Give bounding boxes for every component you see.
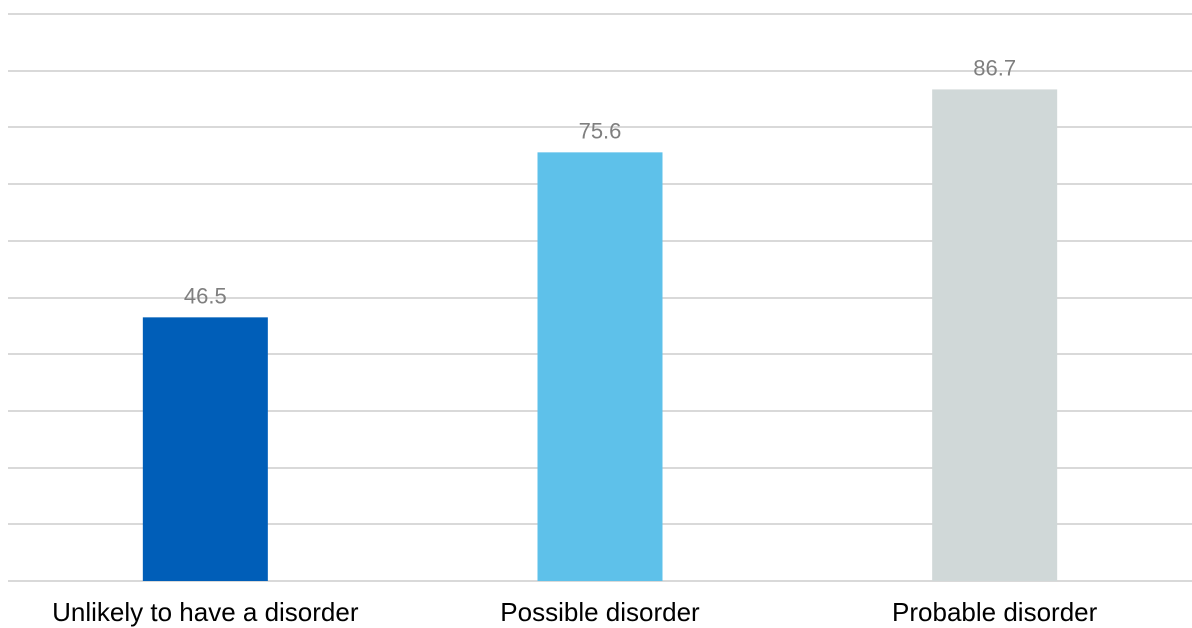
bar-3 [932, 89, 1058, 581]
data-label-3: 86.7 [973, 55, 1016, 80]
bar-2 [537, 152, 663, 581]
bar-1 [142, 317, 268, 581]
x-tick-label-2: Possible disorder [500, 597, 700, 627]
data-label-2: 75.6 [579, 118, 622, 143]
x-tick-label-1: Unlikely to have a disorder [52, 597, 359, 627]
bars [142, 89, 1058, 581]
data-label-1: 46.5 [184, 283, 227, 308]
data-labels: 46.5 75.6 86.7 [184, 55, 1016, 308]
x-tick-label-3: Probable disorder [892, 597, 1098, 627]
x-axis-tick-labels: Unlikely to have a disorder Possible diso… [52, 597, 1097, 627]
